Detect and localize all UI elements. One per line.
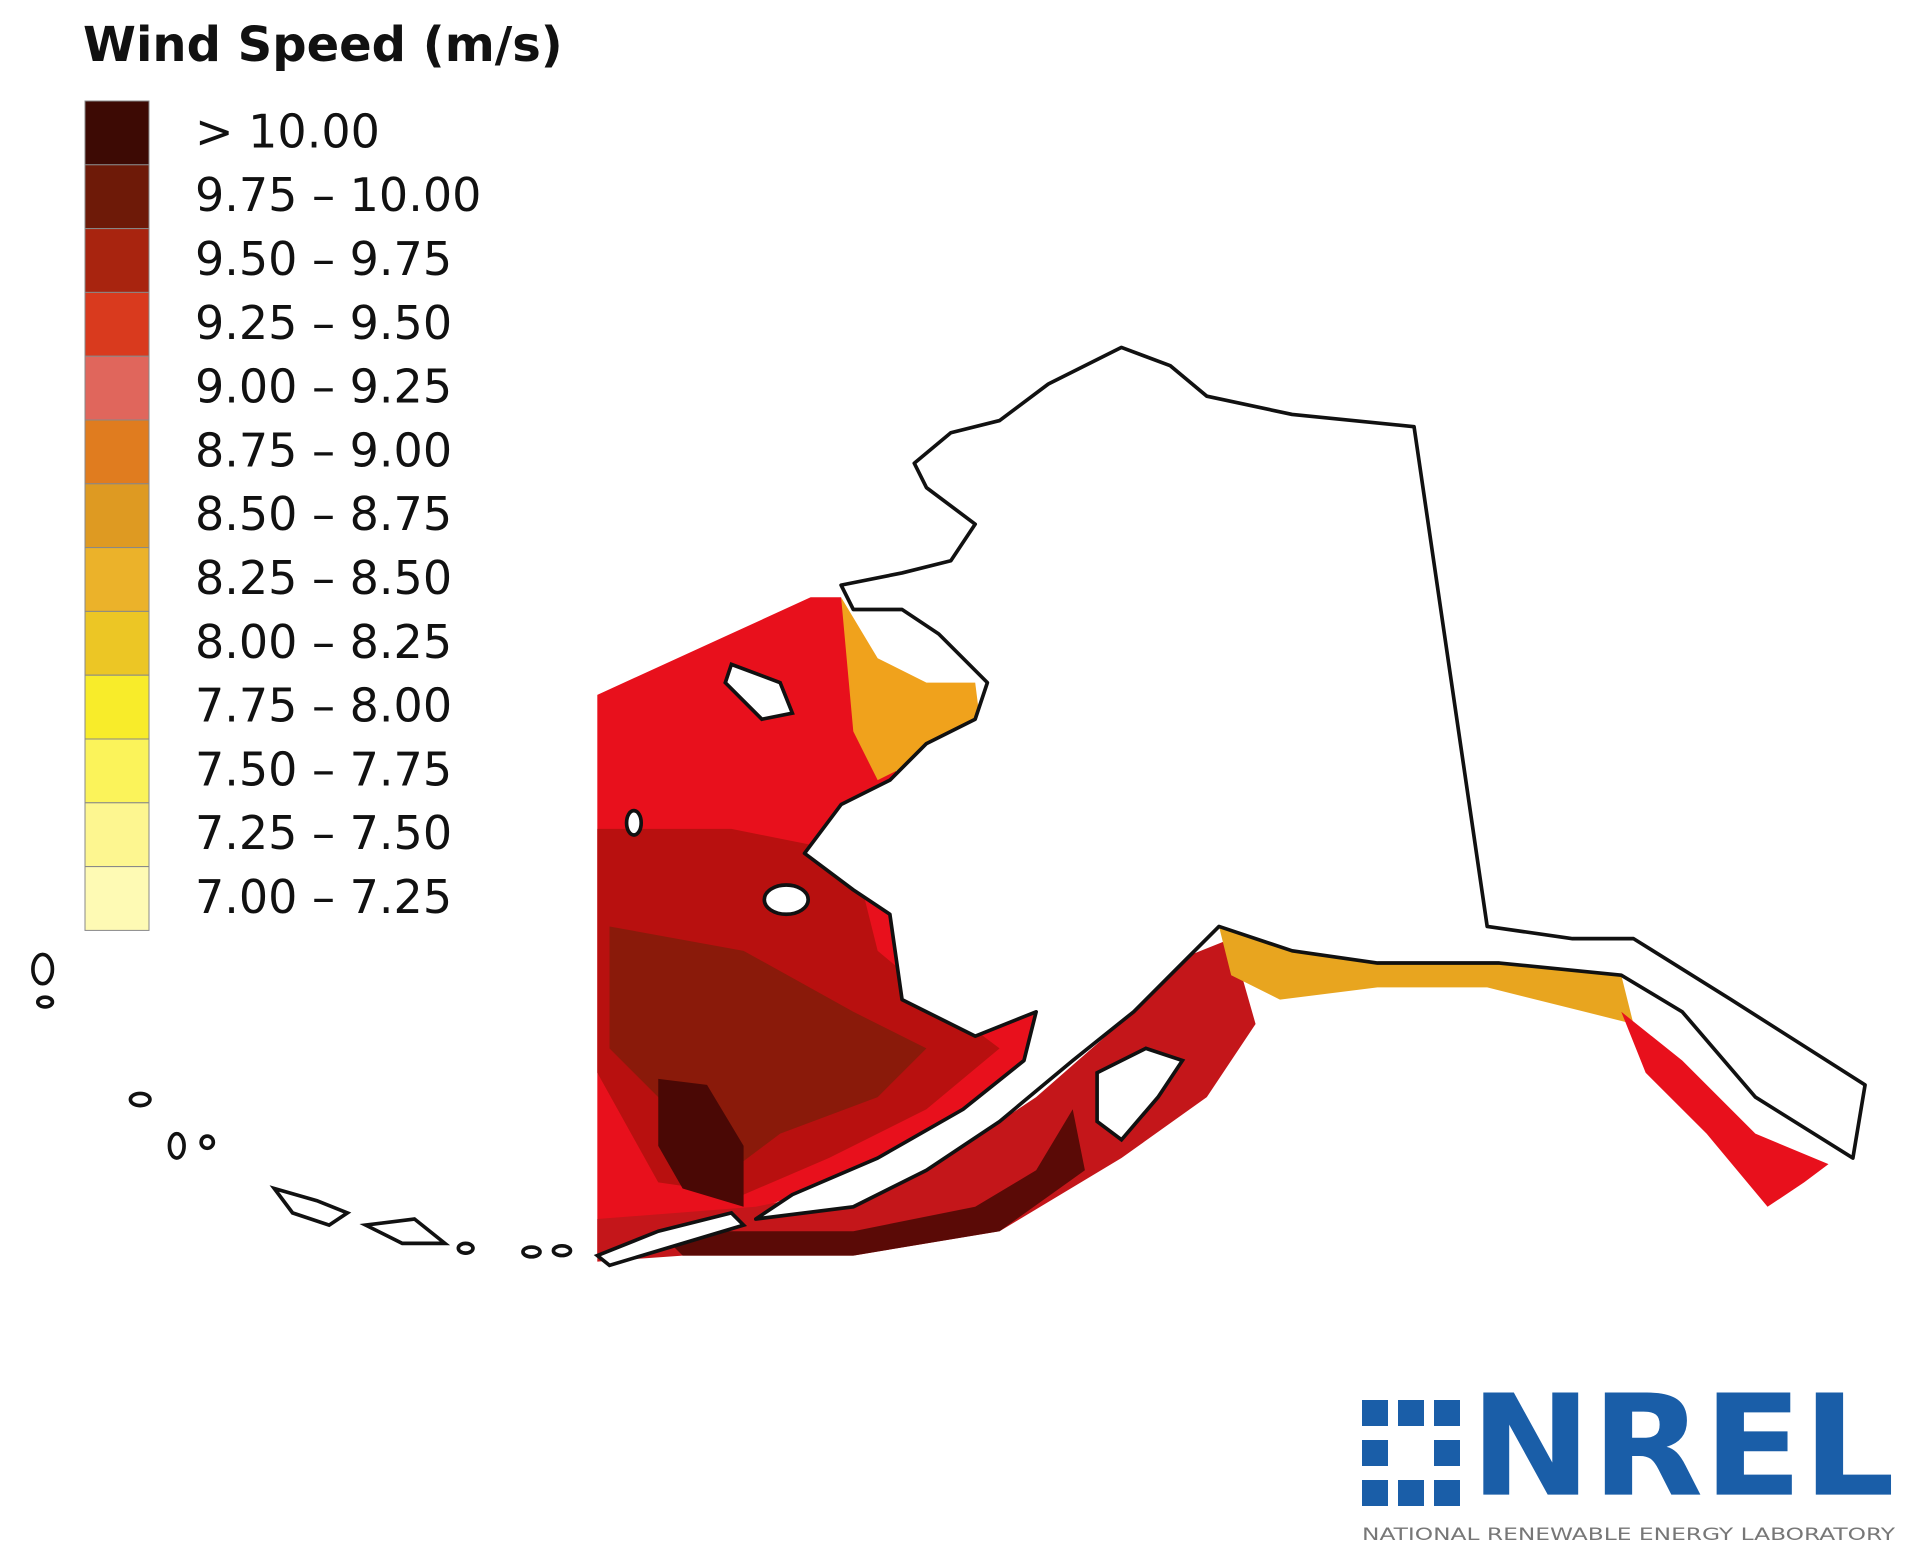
legend-swatch <box>84 164 150 230</box>
islands <box>31 661 1186 1268</box>
legend-label: 7.50 – 7.75 <box>195 742 452 796</box>
wind-field <box>1621 1011 1829 1207</box>
logo-mark <box>1362 1400 1460 1506</box>
legend-swatch <box>84 674 150 740</box>
legend-swatch <box>84 355 150 421</box>
legend-swatch <box>84 419 150 485</box>
legend-swatch <box>84 866 150 931</box>
legend-label: > 10.00 <box>195 104 380 158</box>
legend-swatch <box>84 228 150 293</box>
legend-label: 9.00 – 9.25 <box>195 360 452 414</box>
legend-label: 7.00 – 7.25 <box>195 870 452 924</box>
legend-swatch <box>84 802 150 868</box>
legend-swatch <box>84 483 150 549</box>
legend-swatch <box>84 738 150 804</box>
wind-field <box>658 1109 1085 1256</box>
wind-field <box>658 1078 744 1207</box>
legend-label: 7.25 – 7.50 <box>195 806 452 860</box>
legend-label: 8.00 – 8.25 <box>195 615 452 669</box>
alaska-outline <box>753 345 1867 1221</box>
legend-swatch <box>84 610 150 676</box>
legend-swatch <box>84 547 150 612</box>
legend-label: 8.50 – 8.75 <box>195 487 452 541</box>
legend: > 10.00 9.75 – 10.00 9.50 – 9.75 9.25 – 9.5… <box>84 100 481 931</box>
legend-swatch <box>84 100 150 166</box>
legend-title: Wind Speed (m/s) <box>83 17 563 73</box>
legend-label: 9.75 – 10.00 <box>195 168 481 222</box>
legend-swatch <box>84 291 150 357</box>
logo-name: NREL <box>1470 1366 1895 1529</box>
legend-label: 8.25 – 8.50 <box>195 551 452 605</box>
legend-label: 7.75 – 8.00 <box>195 679 452 733</box>
legend-label: 9.50 – 9.75 <box>195 232 452 286</box>
legend-label: 9.25 – 9.50 <box>195 296 452 350</box>
map <box>31 345 1867 1268</box>
logo-subtitle: NATIONAL RENEWABLE ENERGY LABORATORY <box>1362 1525 1896 1545</box>
wind-field <box>1219 926 1634 1024</box>
legend-label: 8.75 – 9.00 <box>195 423 452 477</box>
